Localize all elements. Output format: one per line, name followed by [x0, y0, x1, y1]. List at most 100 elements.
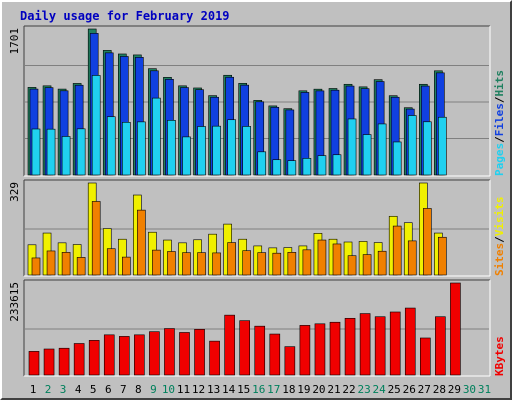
bar-kbytes-day-23	[359, 313, 371, 376]
bar-sites-day-4	[76, 257, 86, 276]
bar-kbytes-day-29	[450, 282, 461, 376]
bar-sites-day-7	[122, 256, 131, 276]
bar-kbytes-day-25	[389, 311, 401, 376]
bar-sites-day-5	[91, 201, 101, 276]
bar-pages-day-21	[332, 154, 342, 176]
bar-pages-day-19	[302, 158, 312, 176]
bar-kbytes-day-19	[299, 325, 311, 376]
bar-kbytes-day-15	[239, 320, 250, 376]
bar-kbytes-day-12	[194, 329, 205, 376]
bar-pages-day-26	[407, 115, 417, 176]
legend-mid: Sites/Visits	[493, 197, 506, 277]
bar-kbytes-day-21	[329, 321, 341, 376]
bar-kbytes-day-11	[179, 332, 190, 376]
bar-kbytes-day-4	[73, 343, 85, 376]
bar-pages-day-18	[287, 160, 297, 176]
day-label-25: 25	[388, 383, 401, 396]
day-label-8: 8	[135, 383, 142, 396]
bar-pages-day-8	[137, 121, 146, 176]
bar-pages-day-9	[152, 97, 161, 176]
bar-pages-day-23	[362, 134, 372, 176]
bar-kbytes-day-1	[28, 351, 40, 376]
day-label-9: 9	[150, 383, 157, 396]
bar-kbytes-day-8	[134, 334, 145, 376]
bar-pages-day-28	[438, 116, 447, 176]
day-label-6: 6	[105, 383, 112, 396]
bar-sites-day-16	[257, 252, 267, 276]
bar-pages-day-10	[167, 120, 176, 176]
bar-sites-day-25	[392, 225, 402, 276]
bar-pages-day-5	[91, 75, 101, 176]
bar-sites-day-12	[197, 252, 206, 276]
bar-kbytes-day-3	[58, 347, 70, 376]
day-label-26: 26	[403, 383, 416, 396]
day-label-11: 11	[177, 383, 190, 396]
day-label-30: 30	[463, 383, 476, 396]
bar-pages-day-13	[212, 125, 221, 176]
bar-sites-day-19	[302, 249, 312, 276]
bar-sites-day-15	[242, 250, 251, 276]
day-label-23: 23	[357, 383, 370, 396]
bar-pages-day-22	[347, 118, 357, 176]
bar-kbytes-day-27	[419, 337, 431, 376]
bar-kbytes-day-22	[344, 317, 356, 376]
bar-kbytes-day-16	[254, 325, 266, 376]
bar-sites-day-3	[61, 252, 71, 276]
panel-0-max-label: 1701	[8, 28, 21, 55]
bar-kbytes-day-17	[269, 333, 281, 376]
bar-pages-day-12	[197, 126, 206, 176]
bar-sites-day-13	[212, 252, 221, 276]
day-label-29: 29	[448, 383, 461, 396]
bar-sites-day-9	[152, 249, 161, 276]
bar-sites-day-26	[407, 240, 417, 276]
panel-1-max-label: 329	[8, 182, 21, 202]
legend-top-item-1: /	[493, 136, 506, 143]
bar-pages-day-25	[392, 141, 402, 176]
legend-bottom: KBytes	[493, 336, 506, 376]
bar-pages-day-24	[377, 123, 387, 176]
bar-sites-day-11	[182, 252, 191, 276]
day-label-4: 4	[75, 383, 82, 396]
day-label-28: 28	[433, 383, 446, 396]
day-label-2: 2	[45, 383, 52, 396]
bar-pages-day-17	[272, 159, 282, 176]
legend-top: Pages/Files/Hits	[493, 70, 506, 176]
bar-sites-day-28	[438, 236, 447, 276]
legend-mid-item-2: Visits	[493, 197, 506, 237]
legend-top-item-2: Files	[493, 103, 506, 136]
bar-sites-day-23	[362, 254, 372, 276]
bar-sites-day-6	[106, 248, 116, 276]
bar-pages-day-20	[317, 155, 327, 176]
day-label-19: 19	[297, 383, 310, 396]
bar-kbytes-day-24	[374, 316, 386, 376]
bar-pages-day-11	[182, 136, 191, 176]
bar-sites-day-21	[332, 243, 342, 276]
bar-pages-day-3	[61, 136, 71, 176]
day-label-1: 1	[30, 383, 37, 396]
day-label-15: 15	[237, 383, 250, 396]
bar-kbytes-day-7	[119, 336, 130, 376]
legend-top-item-3: /	[493, 96, 506, 103]
bar-pages-day-14	[227, 119, 236, 176]
bar-pages-day-16	[257, 151, 267, 176]
bar-sites-day-8	[137, 209, 146, 276]
day-label-22: 22	[342, 383, 355, 396]
bar-sites-day-18	[287, 252, 297, 276]
day-label-10: 10	[162, 383, 175, 396]
day-label-20: 20	[312, 383, 325, 396]
day-label-14: 14	[222, 383, 236, 396]
day-label-5: 5	[90, 383, 97, 396]
bar-kbytes-day-18	[284, 346, 296, 376]
day-label-12: 12	[192, 383, 205, 396]
bar-sites-day-22	[347, 255, 357, 276]
legend-bottom-item-0: KBytes	[493, 336, 506, 376]
bar-sites-day-17	[272, 252, 282, 276]
bar-kbytes-day-2	[43, 348, 55, 376]
day-label-27: 27	[418, 383, 431, 396]
bar-kbytes-day-6	[103, 334, 115, 376]
bar-sites-day-24	[377, 250, 387, 276]
day-label-7: 7	[120, 383, 127, 396]
day-label-3: 3	[60, 383, 67, 396]
